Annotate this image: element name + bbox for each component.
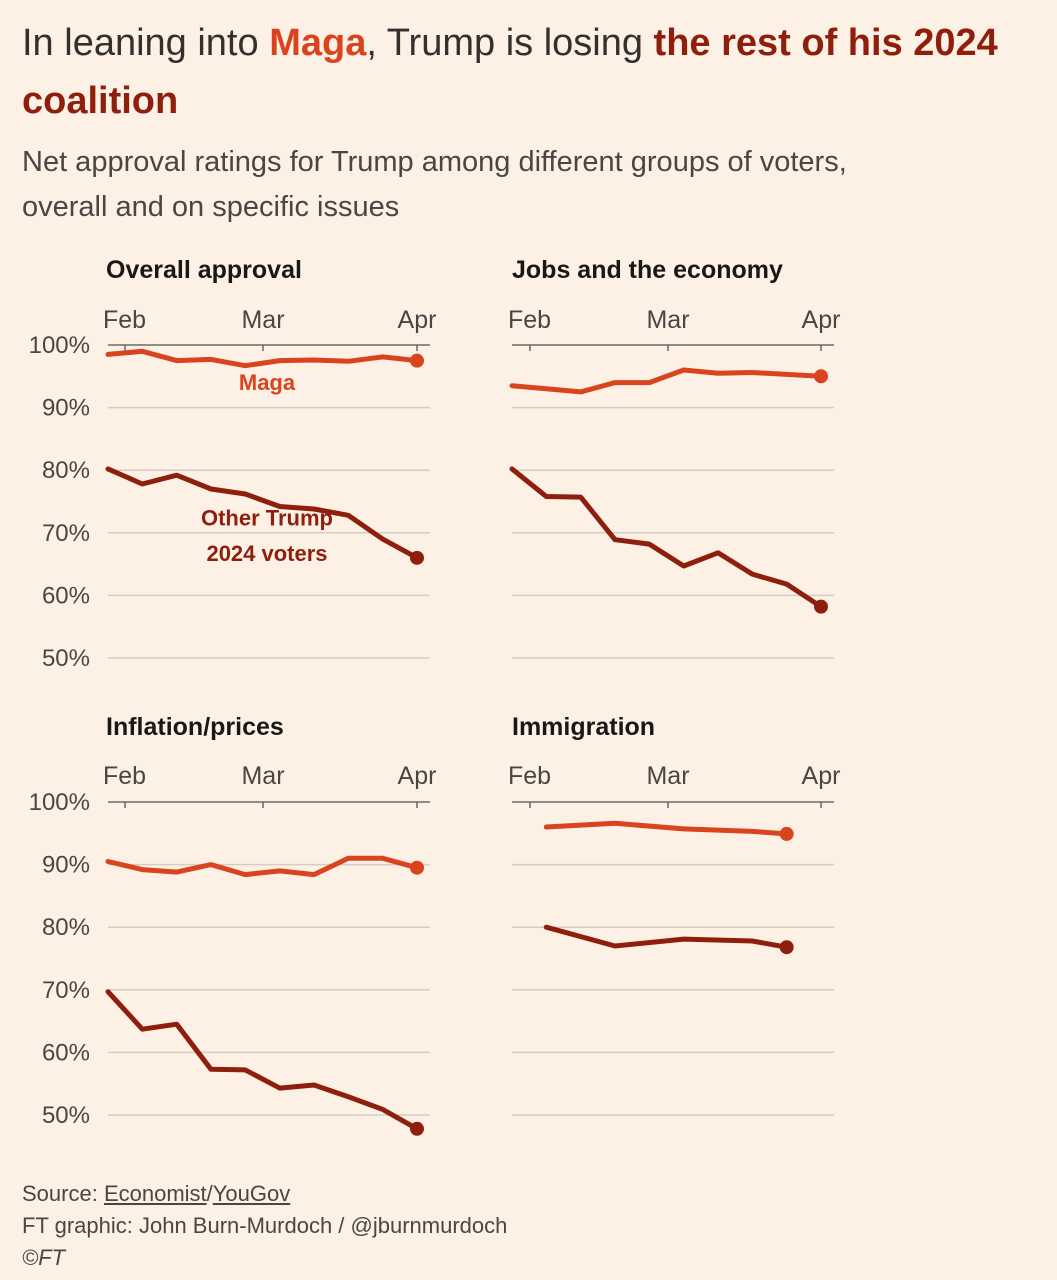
other-voters-end-point <box>779 940 794 955</box>
other-voters-series-label: 2024 voters <box>206 541 327 566</box>
source-separator: / <box>206 1181 213 1206</box>
credit-line: FT graphic: John Burn-Murdoch / @jburnmu… <box>22 1213 508 1238</box>
month-tick-label: Feb <box>103 306 146 334</box>
source-link-economist[interactable]: Economist <box>103 1181 207 1206</box>
month-tick-label: Apr <box>802 306 841 334</box>
chart-title: In leaning into Maga, Trump is losing th… <box>22 14 1022 130</box>
maga-end-point <box>779 826 794 841</box>
y-tick-label: 100% <box>29 789 90 816</box>
title-part1: In leaning into <box>22 22 270 64</box>
month-tick-label: Mar <box>646 762 689 790</box>
maga-series-line <box>105 855 420 878</box>
y-tick-label: 60% <box>42 582 90 609</box>
month-tick-label: Feb <box>103 762 146 790</box>
source-line: Source: Economist/YouGov <box>22 1178 922 1210</box>
month-tick-label: Mar <box>241 306 284 334</box>
other-voters-end-point <box>410 550 424 565</box>
title-rest-highlight: the rest of his 2024 coalition <box>22 22 998 122</box>
y-tick-label: 50% <box>42 1102 90 1129</box>
footer: Source: Economist/YouGov FT graphic: Joh… <box>22 1178 922 1274</box>
y-tick-label: 70% <box>42 977 90 1004</box>
maga-series-line <box>543 820 790 837</box>
month-tick-label: Mar <box>646 306 689 334</box>
month-tick-label: Feb <box>508 762 551 790</box>
other-voters-series-label: Other Trump <box>201 505 333 530</box>
panel-title: Jobs and the economy <box>512 256 783 284</box>
y-tick-label: 90% <box>42 852 90 879</box>
y-tick-label: 60% <box>42 1039 90 1066</box>
copyright: ©FT <box>22 1245 66 1270</box>
source-prefix: Source: <box>22 1181 104 1206</box>
maga-end-point <box>410 353 424 368</box>
month-tick-label: Mar <box>241 762 284 790</box>
other-voters-series-line <box>105 989 420 1132</box>
panel-title: Inflation/prices <box>106 713 284 741</box>
title-maga-highlight: Maga <box>269 22 367 64</box>
maga-series-line <box>509 367 824 395</box>
y-tick-label: 70% <box>42 520 90 547</box>
panel-title: Immigration <box>512 713 655 741</box>
y-tick-label: 100% <box>29 332 90 359</box>
maga-end-point <box>814 369 828 384</box>
y-tick-label: 80% <box>42 457 90 484</box>
other-voters-series-line <box>509 466 824 610</box>
source-link-yougov[interactable]: YouGov <box>212 1181 291 1206</box>
y-tick-label: 90% <box>42 395 90 422</box>
y-tick-label: 50% <box>42 645 90 672</box>
month-tick-label: Apr <box>398 762 437 790</box>
maga-series-line <box>105 348 420 369</box>
title-part2: , Trump is losing <box>366 22 654 64</box>
panel-title: Overall approval <box>106 256 302 284</box>
other-voters-series-line <box>543 924 790 950</box>
month-tick-label: Apr <box>802 762 841 790</box>
month-tick-label: Apr <box>398 306 437 334</box>
chart-subtitle: Net approval ratings for Trump among dif… <box>22 146 847 223</box>
other-voters-end-point <box>814 599 828 614</box>
maga-end-point <box>410 860 424 875</box>
y-tick-label: 80% <box>42 914 90 941</box>
month-tick-label: Feb <box>508 306 551 334</box>
maga-series-label: Maga <box>239 370 296 395</box>
small-multiples-chart: Overall approval Feb Mar Apr 100% 90% 80% 70% 60… <box>29 256 841 1136</box>
other-voters-series-line <box>105 466 420 561</box>
other-voters-end-point <box>410 1121 424 1136</box>
